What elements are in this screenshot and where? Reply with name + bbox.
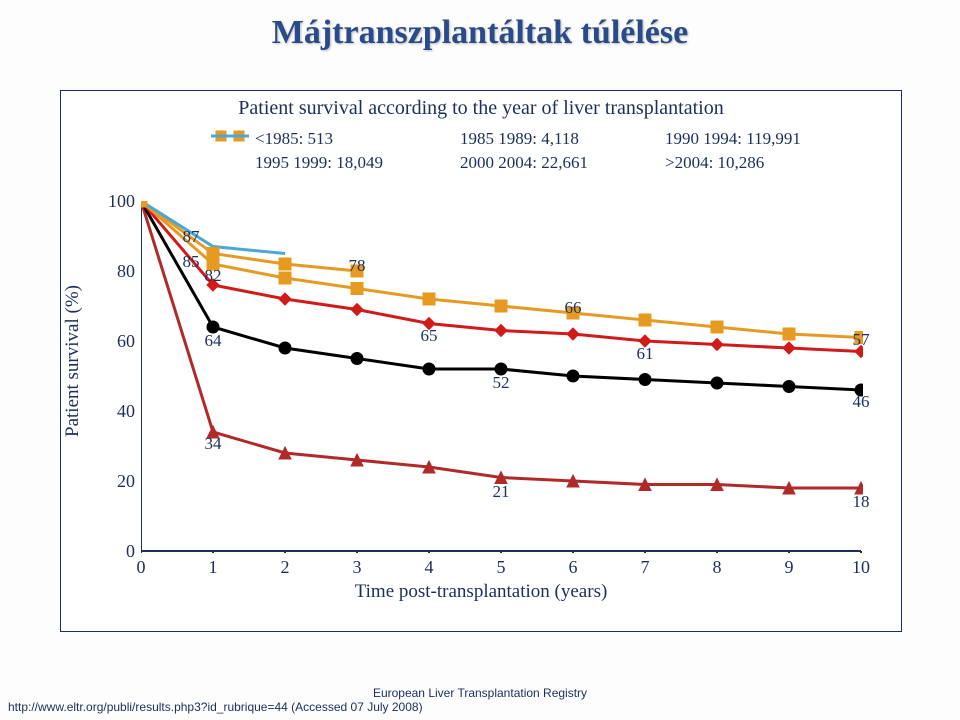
data-label: 52: [493, 373, 510, 393]
y-tick: 80: [99, 261, 135, 282]
data-label: 87: [183, 227, 200, 247]
data-label: 85: [183, 252, 200, 272]
x-tick: 6: [553, 557, 593, 578]
data-label: 78: [349, 256, 366, 276]
data-label: 65: [421, 326, 438, 346]
legend-item: 2000 2004: 22,661: [416, 153, 621, 173]
x-tick: 10: [841, 557, 881, 578]
legend-label: 1995 1999: 18,049: [255, 153, 383, 172]
legend-label: >2004: 10,286: [665, 153, 764, 172]
legend-item: 1995 1999: 18,049: [211, 153, 416, 173]
y-tick: 20: [99, 471, 135, 492]
y-tick: 40: [99, 401, 135, 422]
legend-label: 1990 1994: 119,991: [665, 129, 801, 148]
data-label: 82: [205, 266, 222, 286]
data-label: 66: [565, 298, 582, 318]
x-tick: 3: [337, 557, 377, 578]
x-tick: 5: [481, 557, 521, 578]
footer-line2: http://www.eltr.org/publi/results.php3?i…: [8, 700, 952, 714]
data-label: 18: [853, 492, 870, 512]
legend-item: >2004: 10,286: [621, 153, 826, 173]
chart-subtitle: Patient survival according to the year o…: [61, 97, 901, 120]
x-tick: 1: [193, 557, 233, 578]
data-label: 57: [853, 330, 870, 350]
data-label: 46: [853, 392, 870, 412]
data-label: 61: [637, 344, 654, 364]
x-tick: 2: [265, 557, 305, 578]
legend-label: 1985 1989: 4,118: [460, 129, 579, 148]
x-tick: 7: [625, 557, 665, 578]
x-tick: 8: [697, 557, 737, 578]
y-tick: 60: [99, 331, 135, 352]
x-tick: 0: [121, 557, 161, 578]
footer-line1: European Liver Transplantation Registry: [8, 686, 952, 700]
x-tick: 9: [769, 557, 809, 578]
data-label: 21: [493, 482, 510, 502]
y-tick: 100: [99, 191, 135, 212]
chart-container: Patient survival according to the year o…: [60, 90, 902, 632]
footer-citation: European Liver Transplantation Registry …: [8, 686, 952, 714]
legend-item: 1985 1989: 4,118: [416, 129, 621, 149]
legend-item: 1990 1994: 119,991: [621, 129, 826, 149]
data-label: 64: [205, 331, 222, 351]
legend-label: <1985: 513: [255, 129, 333, 148]
x-axis-label: Time post-transplantation (years): [61, 581, 901, 603]
page-title: Májtranszplantáltak túlélése: [0, 14, 960, 52]
x-tick: 4: [409, 557, 449, 578]
y-axis-label: Patient survival (%): [62, 285, 84, 437]
legend-label: 2000 2004: 22,661: [460, 153, 588, 172]
legend: <1985: 513 1985 1989: 4,118 1990 1994: 119…: [211, 129, 841, 177]
data-label: 34: [205, 434, 222, 454]
